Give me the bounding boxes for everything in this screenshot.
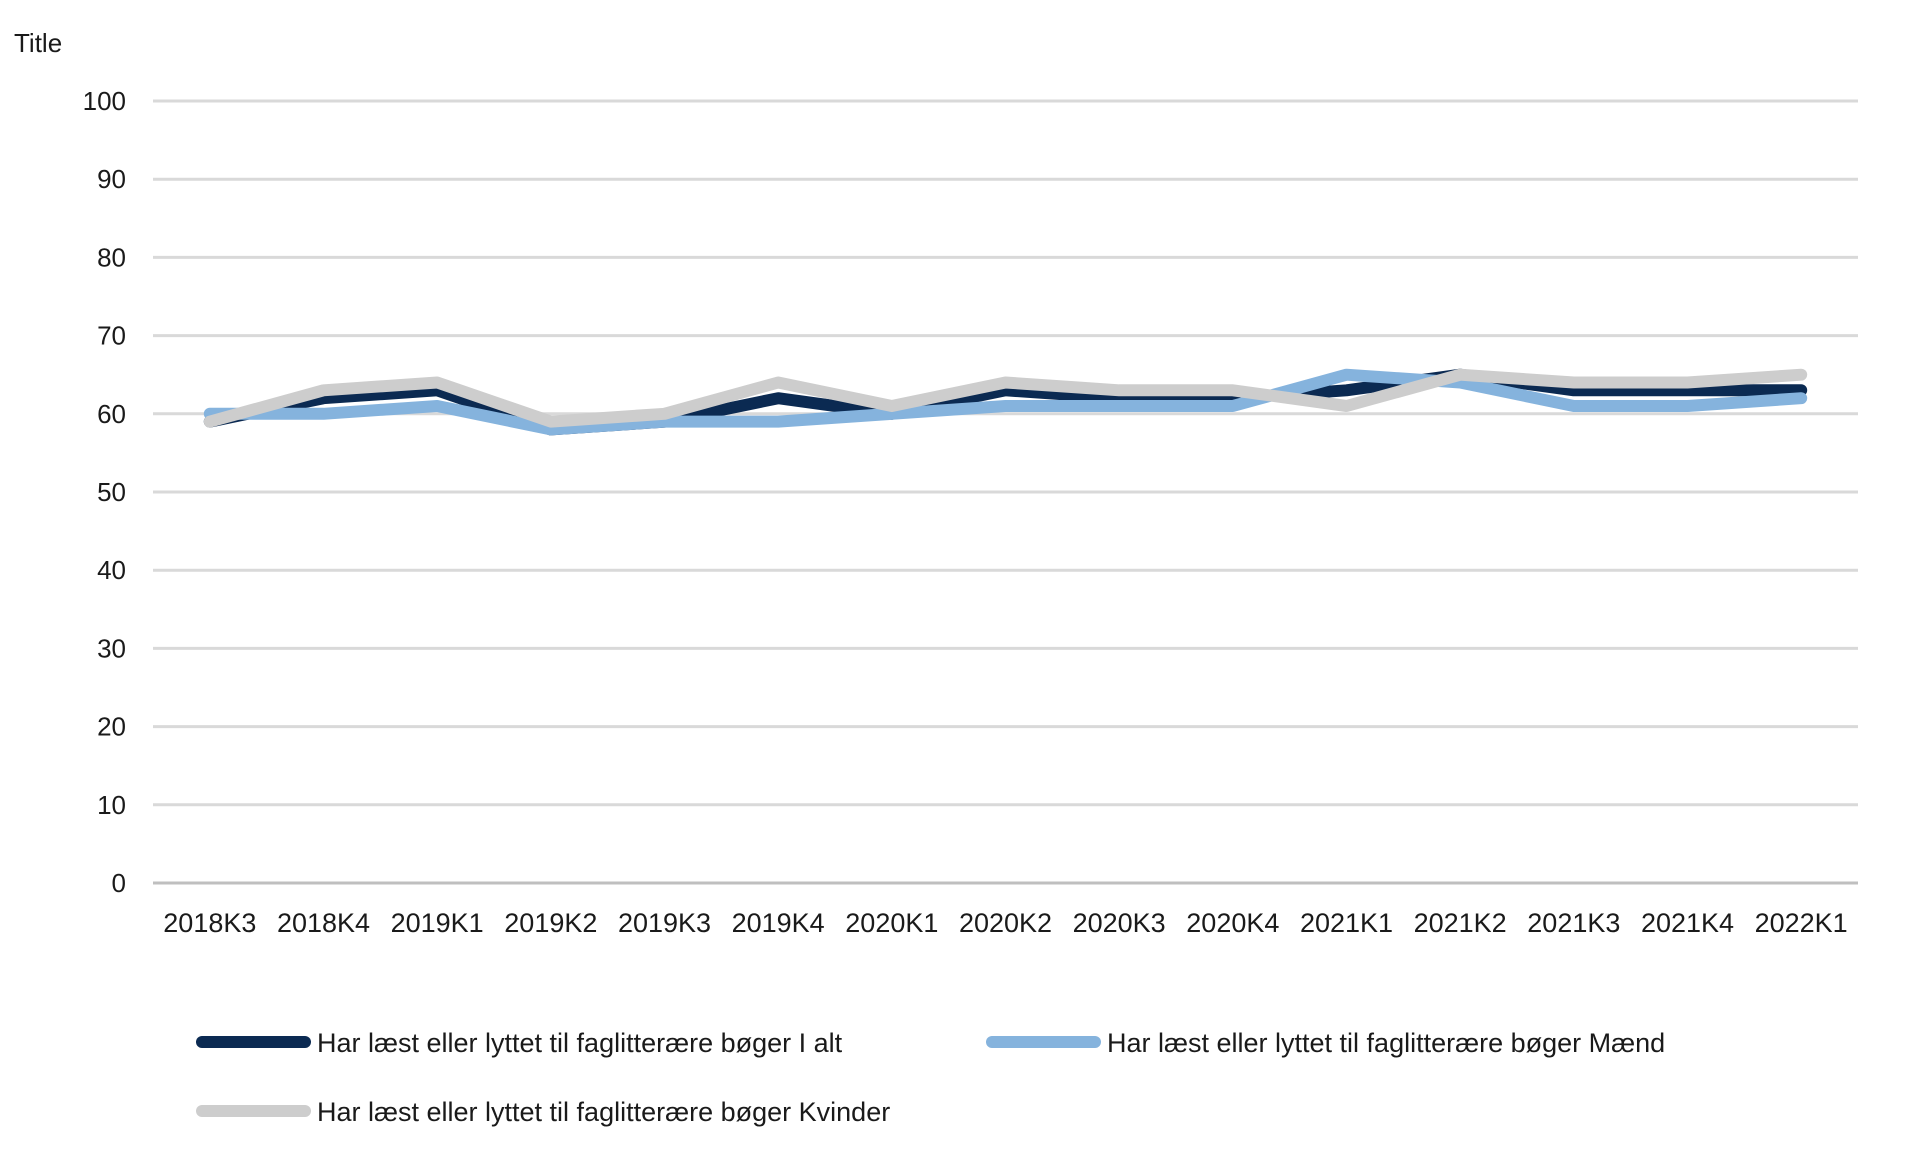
data-point	[323, 413, 325, 415]
data-point	[209, 413, 211, 415]
gridlines	[153, 99, 1858, 807]
data-point	[891, 413, 893, 415]
x-tick-label: 2020K2	[959, 908, 1052, 938]
x-tick-label: 2019K1	[391, 908, 484, 938]
y-tick-label: 40	[97, 555, 126, 585]
data-point	[1005, 389, 1007, 391]
y-tick-label: 20	[97, 712, 126, 742]
data-point	[209, 421, 211, 423]
y-tick-label: 100	[83, 86, 126, 116]
y-tick-label: 50	[97, 477, 126, 507]
y-tick-label: 10	[97, 790, 126, 820]
x-tick-label: 2021K3	[1527, 908, 1620, 938]
x-axis: 2018K3 2018K4 2019K1 2019K2 2019K3 2019K4 2020…	[153, 881, 1858, 938]
y-tick-label: 70	[97, 321, 126, 351]
data-point	[1800, 389, 1802, 391]
data-point	[323, 389, 325, 391]
data-point	[1118, 389, 1120, 391]
data-point	[1573, 405, 1575, 407]
legend-label: Har læst eller lyttet til faglitterære b…	[317, 1097, 890, 1127]
data-point	[1459, 382, 1461, 384]
legend-label: Har læst eller lyttet til faglitterære b…	[317, 1028, 843, 1058]
x-tick-label: 2018K4	[277, 908, 370, 938]
data-point	[1687, 405, 1689, 407]
data-point	[1346, 374, 1348, 376]
data-point	[777, 421, 779, 423]
data-point	[1687, 382, 1689, 384]
y-axis-ticks: 0 10 20 30 40 50 60 70 80 90 100	[83, 86, 126, 898]
x-tick-label: 2021K1	[1300, 908, 1393, 938]
data-point	[1118, 405, 1120, 407]
series-line-1	[203, 368, 1808, 436]
data-point	[777, 397, 779, 399]
data-point	[891, 405, 893, 407]
data-point	[1573, 382, 1575, 384]
y-tick-label: 30	[97, 633, 126, 663]
data-point	[1800, 397, 1802, 399]
data-point	[1346, 405, 1348, 407]
y-tick-label: 60	[97, 399, 126, 429]
x-tick-label: 2021K4	[1641, 908, 1734, 938]
series-lines	[203, 368, 1808, 436]
data-point	[436, 405, 438, 407]
data-point	[1232, 397, 1234, 399]
data-point	[664, 413, 666, 415]
data-point	[1005, 382, 1007, 384]
data-point	[1118, 397, 1120, 399]
data-point	[550, 428, 552, 430]
data-point	[664, 421, 666, 423]
data-point	[1573, 389, 1575, 391]
data-point	[1232, 389, 1234, 391]
data-point	[1459, 374, 1461, 376]
y-tick-label: 90	[97, 164, 126, 194]
x-tick-label: 2021K2	[1414, 908, 1507, 938]
x-tick-label: 2020K1	[845, 908, 938, 938]
x-tick-label: 2019K2	[504, 908, 597, 938]
data-point	[323, 397, 325, 399]
data-point	[550, 421, 552, 423]
data-point	[1232, 405, 1234, 407]
legend-label: Har læst eller lyttet til faglitterære b…	[1107, 1028, 1665, 1058]
data-point	[1005, 405, 1007, 407]
data-point	[1800, 374, 1802, 376]
data-point	[436, 389, 438, 391]
data-point	[1346, 389, 1348, 391]
x-tick-label: 2020K4	[1186, 908, 1279, 938]
x-tick-label: 2020K3	[1073, 908, 1166, 938]
data-point	[1687, 389, 1689, 391]
x-tick-label: 2022K1	[1755, 908, 1848, 938]
series-line-2	[203, 368, 1808, 428]
y-tick-label: 80	[97, 242, 126, 272]
y-axis-title: Title	[14, 28, 62, 58]
legend: Har læst eller lyttet til faglitterære b…	[196, 1028, 1665, 1127]
x-tick-label: 2019K4	[732, 908, 825, 938]
data-point	[777, 382, 779, 384]
x-tick-label: 2018K3	[163, 908, 256, 938]
y-tick-label: 0	[112, 868, 126, 898]
x-tick-label: 2019K3	[618, 908, 711, 938]
data-point	[436, 382, 438, 384]
